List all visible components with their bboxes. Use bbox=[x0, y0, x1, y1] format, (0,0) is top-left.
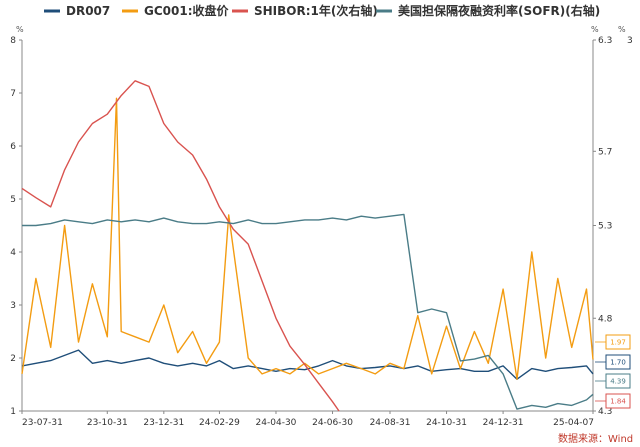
right-tick-label: 6.3 bbox=[598, 36, 612, 46]
second-right-tick-label: 3 bbox=[627, 36, 633, 46]
x-tick-label: 24-08-31 bbox=[370, 418, 411, 428]
source-note: 数据来源：Wind bbox=[558, 432, 633, 445]
x-tick-label: 23-07-31 bbox=[22, 418, 63, 428]
end-label: 1.70 bbox=[610, 359, 626, 367]
x-tick-label: 24-12-31 bbox=[483, 418, 524, 428]
left-tick-label: 2 bbox=[10, 354, 16, 364]
left-tick-label: 6 bbox=[10, 142, 16, 152]
series-line-sofr bbox=[22, 213, 594, 410]
legend-label-sofr: 美国担保隔夜融资利率(SOFR)(右轴) bbox=[398, 3, 600, 18]
legend-label-gc001: GC001:收盘价 bbox=[144, 3, 230, 18]
x-tick-label: 24-10-31 bbox=[426, 418, 467, 428]
x-tick-label: 24-02-29 bbox=[199, 418, 240, 428]
legend-label-shibor: SHIBOR:1年(次右轴) bbox=[254, 3, 378, 18]
series-layer bbox=[21, 80, 594, 412]
left-tick-label: 1 bbox=[10, 407, 16, 417]
end-label: 4.39 bbox=[610, 378, 626, 386]
legend: DR007 GC001:收盘价 SHIBOR:1年(次右轴) 美国担保隔夜融资利… bbox=[44, 3, 600, 18]
x-tick-label: 24-04-30 bbox=[256, 418, 297, 428]
axes: 1 2 3 4 5 6 7 8 4.3 4.8 5.3 5.7 6.3 3 23-07-31 23-10-31… bbox=[10, 36, 632, 428]
right-tick-label: 4.3 bbox=[598, 407, 612, 417]
series-line-gc001 bbox=[21, 97, 594, 380]
right-tick-label: 4.8 bbox=[598, 314, 613, 324]
left-tick-label: 4 bbox=[10, 248, 16, 258]
right-axis-unit: % bbox=[591, 25, 599, 34]
legend-label-dr007: DR007 bbox=[66, 4, 110, 18]
end-labels: 1.97 1.70 4.39 1.84 bbox=[595, 334, 631, 409]
series-line-shibor bbox=[21, 80, 340, 412]
left-tick-label: 5 bbox=[10, 195, 16, 205]
x-tick-label: 23-12-31 bbox=[143, 418, 184, 428]
left-axis-unit: % bbox=[16, 25, 24, 34]
left-tick-label: 8 bbox=[10, 36, 16, 46]
right-tick-label: 5.7 bbox=[598, 147, 612, 157]
x-tick-label: 25-04-07 bbox=[553, 418, 594, 428]
x-tick-label: 23-10-31 bbox=[87, 418, 128, 428]
second-right-axis-unit: % bbox=[618, 25, 626, 34]
left-tick-label: 3 bbox=[10, 301, 16, 311]
end-label: 1.84 bbox=[610, 398, 626, 406]
right-tick-label: 5.3 bbox=[598, 222, 612, 232]
x-tick-label: 24-06-30 bbox=[312, 418, 353, 428]
left-tick-label: 7 bbox=[10, 89, 16, 99]
end-label: 1.97 bbox=[610, 339, 626, 347]
